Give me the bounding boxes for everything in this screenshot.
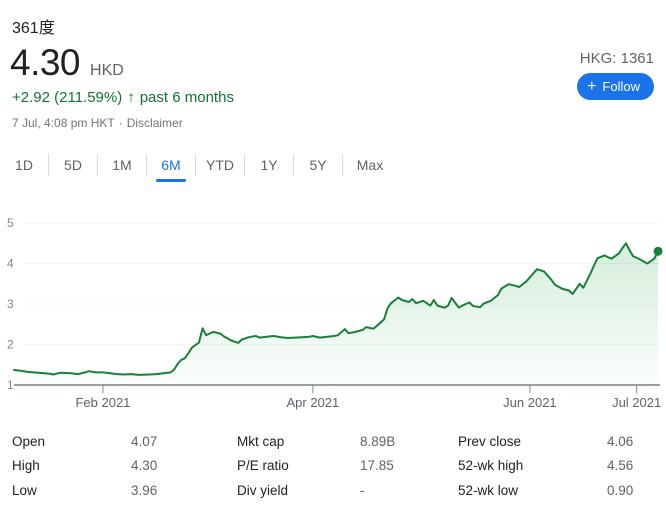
- stat-value: -: [360, 482, 365, 498]
- change-period: past 6 months: [139, 89, 234, 106]
- tab-divider: [146, 154, 147, 176]
- stat-label: Prev close: [458, 433, 522, 449]
- tab-6m[interactable]: 6M: [147, 148, 195, 182]
- stats-column: Prev close 4.06 52-wk high 4.56 52-wk low 0.9…: [458, 429, 633, 503]
- stat-value: 4.06: [607, 433, 634, 449]
- tab-divider: [244, 154, 245, 176]
- tab-1d[interactable]: 1D: [0, 148, 48, 182]
- stat-value: 0.90: [607, 482, 634, 498]
- tab-1m[interactable]: 1M: [98, 148, 146, 182]
- follow-button[interactable]: + Follow: [577, 73, 654, 100]
- tab-label: 1D: [15, 157, 33, 173]
- tab-1y[interactable]: 1Y: [245, 148, 293, 182]
- page-title: 361度: [12, 20, 55, 37]
- current-price: 4.30: [10, 42, 81, 83]
- up-arrow-icon: ↑: [127, 89, 135, 106]
- tab-label: Max: [356, 157, 384, 173]
- stats-column: Open 4.07 High 4.30 Low 3.96: [12, 429, 157, 503]
- x-tick-label: Jun 2021: [503, 395, 557, 410]
- stat-label: Low: [12, 482, 37, 498]
- tab-label: 5D: [64, 157, 82, 173]
- x-tick-label: Feb 2021: [75, 395, 130, 410]
- tab-ytd[interactable]: YTD: [196, 148, 244, 182]
- stat-label: 52-wk low: [458, 482, 519, 498]
- stats-table: Open 4.07 High 4.30 Low 3.96 Mkt cap 8.89B P/E r…: [0, 429, 666, 505]
- tab-divider: [195, 154, 196, 176]
- stats-column: Mkt cap 8.89B P/E ratio 17.85 Div yield -: [237, 429, 395, 503]
- stat-label: Mkt cap: [237, 433, 285, 449]
- stat-row: Prev close 4.06: [458, 429, 633, 454]
- x-tick-label: Jul 2021: [612, 395, 661, 410]
- x-tick-label: Apr 2021: [286, 395, 339, 410]
- stat-value: 4.30: [131, 458, 158, 474]
- tab-divider: [97, 154, 98, 176]
- stat-value: 4.07: [131, 433, 158, 449]
- tab-5y[interactable]: 5Y: [294, 148, 342, 182]
- stat-value: 17.85: [360, 458, 394, 474]
- tab-label: 5Y: [309, 157, 327, 173]
- stat-value: 4.56: [607, 458, 634, 474]
- stat-label: P/E ratio: [237, 458, 289, 474]
- stat-value: 8.89B: [360, 433, 396, 449]
- currency-label: HKD: [90, 62, 124, 79]
- tab-label: 6M: [161, 157, 181, 173]
- tab-divider: [48, 154, 49, 176]
- price-chart[interactable]: 1 2 3 4 5 Feb 2021 Apr 2021 Jun 2021 Jul 2021: [0, 205, 666, 410]
- stat-label: High: [12, 458, 40, 474]
- meta-separator: ·: [118, 116, 123, 130]
- latest-price-dot: [653, 246, 663, 256]
- tab-label: YTD: [206, 157, 234, 173]
- price-row: 4.30 HKD: [10, 42, 124, 84]
- y-tick-label: 2: [7, 338, 14, 352]
- tab-max[interactable]: Max: [343, 148, 397, 182]
- y-tick-label: 3: [7, 297, 14, 311]
- tab-divider: [293, 154, 294, 176]
- stat-row: Mkt cap 8.89B: [237, 429, 395, 454]
- y-tick-label: 5: [7, 216, 14, 230]
- stat-row: 52-wk low 0.90: [458, 478, 633, 503]
- price-line: [13, 242, 659, 376]
- stat-row: Low 3.96: [12, 478, 157, 503]
- y-tick-label: 1: [7, 378, 14, 392]
- exchange-ticker: HKG: 1361: [579, 50, 654, 67]
- tab-label: 1M: [112, 157, 132, 173]
- stat-value: 3.96: [131, 482, 158, 498]
- quote-timestamp: 7 Jul, 4:08 pm HKT: [12, 116, 115, 130]
- stat-label: Div yield: [237, 482, 289, 498]
- plus-icon: +: [587, 77, 597, 95]
- tab-label: 1Y: [260, 157, 278, 173]
- stat-label: Open: [12, 433, 46, 449]
- y-tick-label: 4: [7, 257, 14, 271]
- stat-label: 52-wk high: [458, 458, 524, 474]
- tab-divider: [342, 154, 343, 176]
- quote-meta: 7 Jul, 4:08 pm HKT · Disclaimer: [12, 116, 183, 130]
- follow-button-label: Follow: [602, 79, 640, 94]
- stat-row: P/E ratio 17.85: [237, 454, 395, 479]
- selected-tab-underline: [156, 178, 186, 182]
- change-amount: +2.92 (211.59%): [12, 89, 123, 106]
- stat-row: 52-wk high 4.56: [458, 454, 633, 479]
- range-tabs: 1D 5D 1M 6M YTD 1Y 5Y Max: [0, 148, 397, 182]
- disclaimer-link[interactable]: Disclaimer: [126, 116, 183, 130]
- price-area-fill: [14, 243, 658, 385]
- stat-row: Div yield -: [237, 478, 395, 503]
- price-change: +2.92 (211.59%) ↑ past 6 months: [12, 89, 234, 106]
- tab-5d[interactable]: 5D: [49, 148, 97, 182]
- stat-row: Open 4.07: [12, 429, 157, 454]
- stat-row: High 4.30: [12, 454, 157, 479]
